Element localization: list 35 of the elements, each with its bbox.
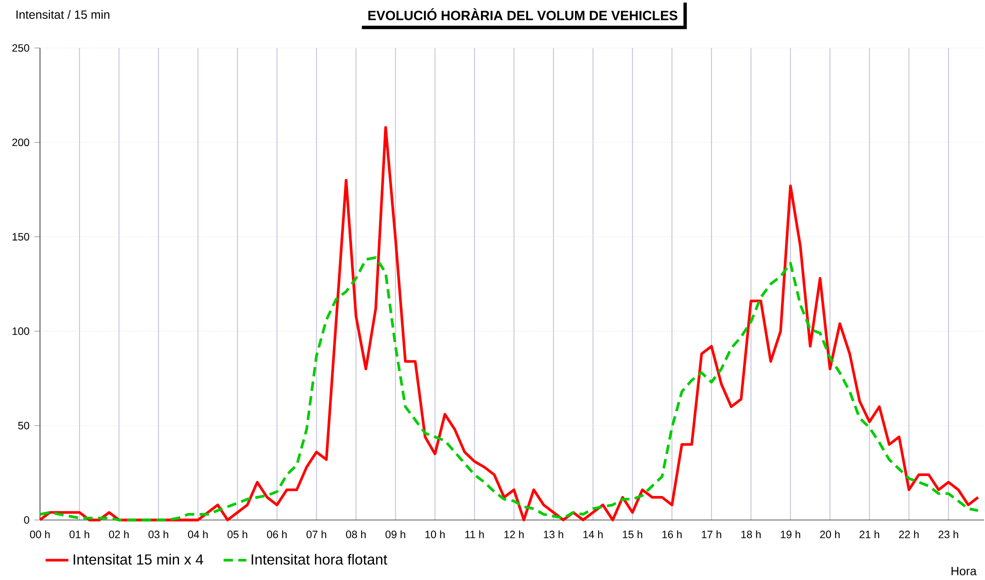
x-tick-label: 09 h bbox=[386, 530, 406, 538]
x-tick-label: 06 h bbox=[267, 530, 287, 538]
x-tick-label: 22 h bbox=[899, 530, 919, 538]
x-tick-label: 11 h bbox=[465, 530, 484, 538]
x-tick-label: 12 h bbox=[504, 530, 524, 538]
x-tick-label: 08 h bbox=[346, 530, 366, 538]
x-tick-label: 03 h bbox=[148, 530, 168, 538]
x-tick-label: 02 h bbox=[109, 530, 129, 538]
y-tick-label: 200 bbox=[12, 138, 30, 146]
legend-label: Intensitat hora flotant bbox=[252, 554, 388, 565]
y-tick-label: 150 bbox=[12, 233, 30, 241]
x-tick-label: 19 h bbox=[780, 530, 800, 538]
x-tick-label: 04 h bbox=[188, 530, 208, 538]
x-tick-label: 18 h bbox=[741, 530, 761, 538]
x-tick-label: 00 h bbox=[30, 530, 50, 538]
x-tick-label: 13 h bbox=[544, 530, 564, 538]
x-tick-label: 01 h bbox=[70, 530, 90, 538]
x-tick-label: 07 h bbox=[306, 530, 326, 538]
x-tick-label: 20 h bbox=[820, 530, 840, 538]
x-tick-label: 15 h bbox=[622, 530, 642, 538]
x-axis-title: Hora bbox=[952, 566, 977, 576]
x-tick-label: 10 h bbox=[425, 530, 445, 538]
x-tick-label: 17 h bbox=[702, 530, 722, 538]
y-tick-label: 250 bbox=[12, 44, 30, 52]
x-tick-label: 23 h bbox=[938, 530, 958, 538]
y-axis-title: Intensitat / 15 min bbox=[16, 10, 110, 19]
x-tick-label: 16 h bbox=[662, 530, 682, 538]
y-tick-label: 50 bbox=[18, 422, 30, 430]
legend-label: Intensitat 15 min x 4 bbox=[74, 554, 204, 565]
y-tick-label: 100 bbox=[12, 327, 30, 335]
chart-title: EVOLUCIÓ HORÀRIA DEL VOLUM DE VEHICLES bbox=[368, 8, 678, 20]
x-tick-label: 14 h bbox=[583, 530, 603, 538]
x-tick-label: 05 h bbox=[228, 530, 248, 538]
x-tick-label: 21 h bbox=[860, 530, 880, 538]
y-tick-label: 0 bbox=[24, 516, 30, 524]
